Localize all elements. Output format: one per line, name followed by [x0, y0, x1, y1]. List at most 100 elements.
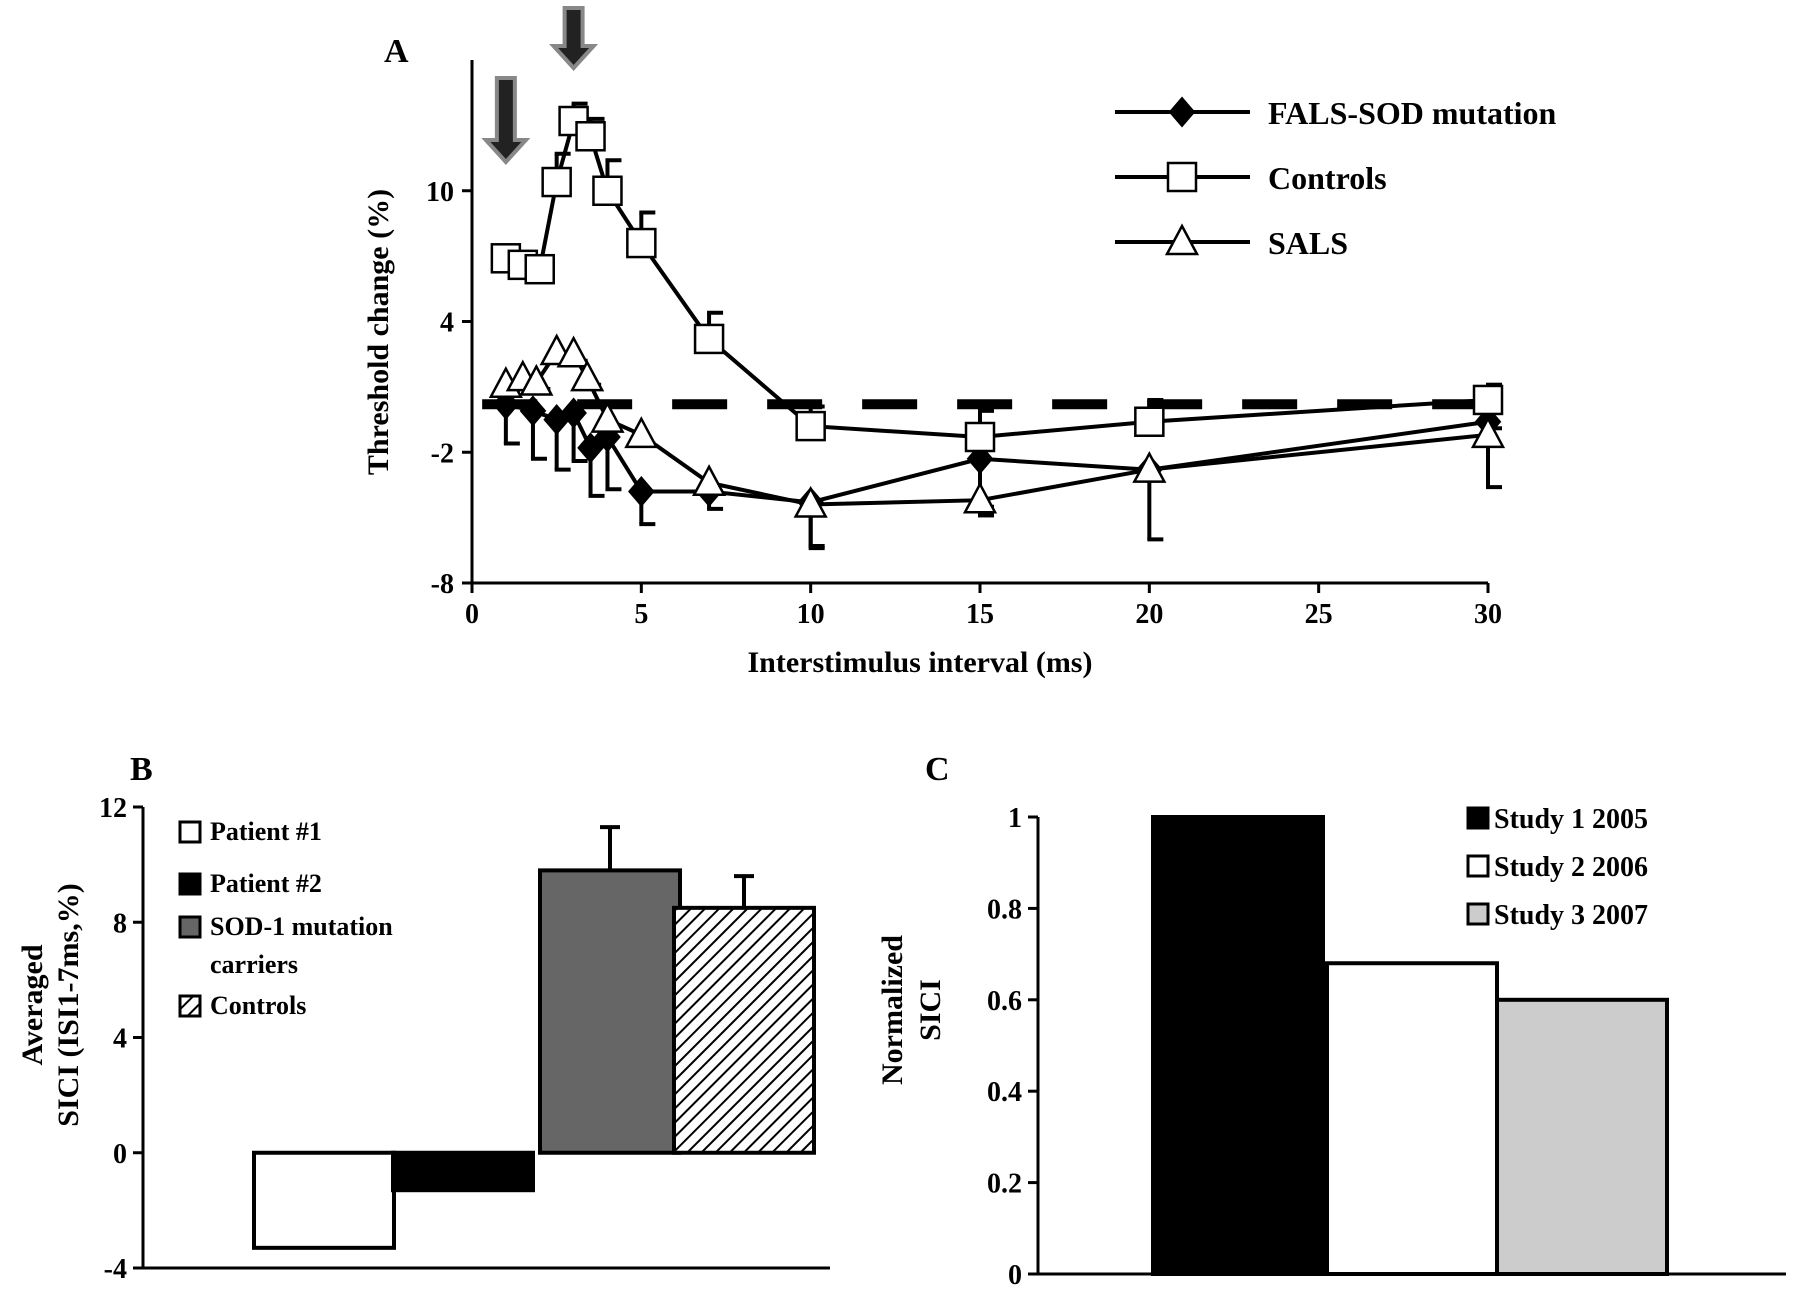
data-point — [1134, 406, 1165, 437]
legend-label: Study 3 2007 — [1494, 900, 1648, 931]
legend-swatch — [178, 820, 202, 844]
x-tick-label: 30 — [1474, 599, 1502, 630]
bar — [252, 1150, 396, 1250]
x-tick-label: 25 — [1305, 599, 1333, 630]
data-point — [570, 359, 605, 392]
data-point — [590, 400, 625, 433]
panel-label: B — [130, 751, 153, 788]
legend-label: carriers — [210, 950, 298, 979]
y-tick-label: 10 — [426, 177, 454, 208]
data-point — [519, 395, 547, 427]
legend-label: Study 1 2005 — [1494, 804, 1648, 835]
data-point — [541, 166, 572, 198]
data-point — [628, 475, 655, 508]
bar — [1495, 997, 1669, 1276]
data-point — [524, 253, 555, 285]
y-tick-label: -8 — [431, 569, 454, 600]
legend-label: Study 2 2006 — [1494, 852, 1648, 883]
data-point — [558, 105, 589, 137]
legend: Study 1 2005 Study 2 2006 Study 3 2007 — [1466, 804, 1648, 931]
axes: -4 0 4 8 12 — [99, 793, 830, 1285]
data-point — [693, 323, 725, 355]
x-tick-label: 0 — [465, 599, 479, 630]
y-axis-label: Threshold change (%) — [362, 189, 395, 475]
down-arrow-icon — [481, 76, 531, 165]
x-tick-label: 5 — [634, 599, 648, 630]
y-tick-label: 0.6 — [987, 986, 1022, 1017]
y-tick-label: 4 — [440, 308, 454, 339]
y-tick-label: 1 — [1008, 803, 1022, 834]
plot-area — [252, 825, 816, 1250]
axes: 0 5 10 15 20 25 30 -8 -2 4 10 — [426, 60, 1502, 630]
down-arrow-icon — [549, 6, 599, 71]
data-point — [556, 335, 591, 368]
y-tick-label: -2 — [431, 438, 454, 469]
data-point — [560, 397, 587, 429]
data-point — [626, 227, 657, 259]
bar — [672, 905, 816, 1155]
bar — [1151, 815, 1325, 1276]
bar — [538, 868, 682, 1155]
panel-a: A Threshold change (%) Interstimulus int… — [362, 6, 1557, 679]
data-point — [519, 363, 554, 396]
panel-c: C Normalized SICI 0 0.2 0.4 0.6 0.8 1 Study 1… — [876, 751, 1786, 1291]
data-point — [624, 416, 659, 449]
legend-label: Controls — [210, 991, 306, 1020]
y-tick-label: 4 — [113, 1024, 127, 1055]
legend-marker — [1168, 96, 1196, 128]
data-point — [793, 485, 828, 518]
legend-label: Controls — [1268, 160, 1387, 196]
data-point — [691, 464, 727, 497]
x-tick-label: 20 — [1135, 599, 1163, 630]
y-axis-label-line1: Averaged — [16, 944, 49, 1065]
y-tick-label: 0.2 — [987, 1169, 1022, 1200]
data-point — [962, 481, 998, 514]
x-tick-label: 10 — [797, 599, 825, 630]
data-point — [1472, 384, 1504, 416]
panel-b: B Averaged SICI (ISI1-7ms,%) -4 0 4 8 12 Pat… — [16, 751, 830, 1285]
legend-label: SOD-1 mutation — [210, 912, 393, 941]
legend-marker — [1166, 161, 1198, 193]
legend-marker — [1164, 223, 1200, 256]
legend: FALS-SOD mutation Controls SALS — [1115, 95, 1557, 261]
y-tick-label: 0.8 — [987, 894, 1022, 925]
plot-area — [1151, 815, 1669, 1276]
data-point — [575, 121, 606, 152]
series-line — [505, 349, 1489, 507]
y-tick-label: -4 — [104, 1254, 127, 1285]
data-point — [577, 432, 604, 464]
legend-label: SALS — [1268, 225, 1348, 261]
y-axis-label-line2: SICI (ISI1-7ms,%) — [52, 883, 85, 1126]
x-axis-label: Interstimulus interval (ms) — [748, 646, 1093, 679]
data-point — [1132, 451, 1167, 483]
y-axis-label-line2: SICI — [914, 979, 947, 1041]
legend-label: Patient #1 — [210, 817, 322, 846]
data-point — [795, 410, 826, 442]
y-axis-label-line1: Normalized — [876, 935, 909, 1085]
y-tick-label: 12 — [99, 793, 127, 824]
legend: Patient #1 Patient #2 SOD-1 mutation carrie… — [178, 817, 393, 1020]
legend-swatch — [178, 994, 202, 1018]
legend-label: FALS-SOD mutation — [1268, 95, 1557, 131]
data-point — [964, 421, 996, 453]
series-line — [505, 402, 1489, 505]
legend-swatch — [1466, 854, 1490, 878]
legend-swatch — [1466, 902, 1490, 926]
y-tick-label: 0 — [1008, 1260, 1022, 1291]
bar — [1325, 961, 1499, 1276]
legend-swatch — [178, 915, 202, 939]
legend-swatch — [178, 872, 202, 896]
y-tick-label: 8 — [113, 908, 127, 939]
y-tick-label: 0 — [113, 1139, 127, 1170]
legend-label: Patient #2 — [210, 869, 322, 898]
y-tick-label: 0.4 — [987, 1077, 1022, 1108]
panel-label: A — [384, 33, 409, 70]
x-tick-label: 15 — [966, 599, 994, 630]
panel-label: C — [925, 751, 950, 788]
data-point — [592, 175, 623, 206]
legend-swatch — [1466, 806, 1490, 830]
plot-area — [481, 6, 1506, 551]
data-point — [1470, 416, 1506, 449]
bar — [391, 1150, 535, 1193]
